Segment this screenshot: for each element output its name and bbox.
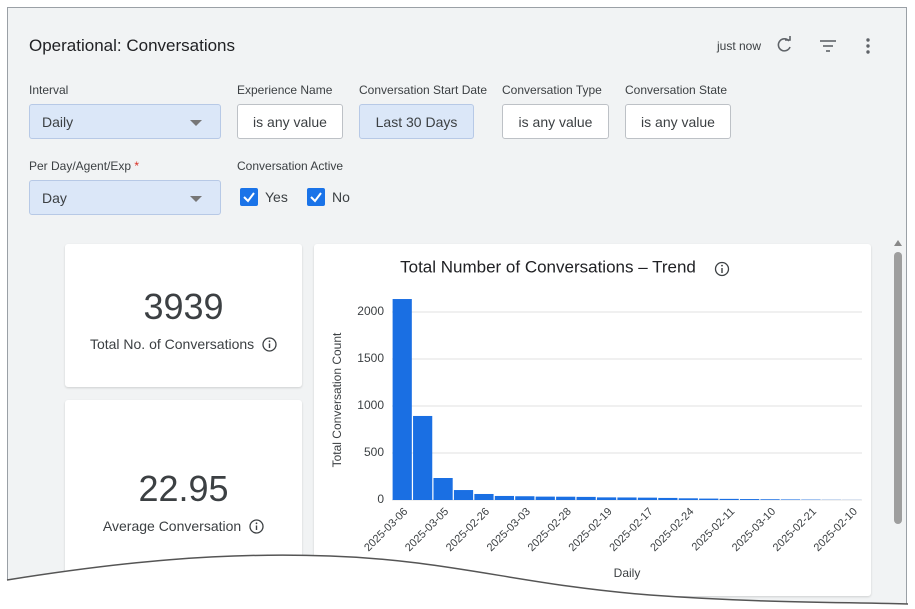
y-tick-label: 1500 <box>357 351 384 365</box>
refresh-status: just now <box>717 39 762 53</box>
caret <box>190 196 202 202</box>
dropdown-value: Day <box>42 189 67 206</box>
torn-edge <box>0 555 915 609</box>
filter-button[interactable]: is any value <box>502 104 609 139</box>
info-icon[interactable] <box>714 261 730 277</box>
filter-label: Interval <box>29 83 69 97</box>
bar <box>780 499 801 500</box>
caret <box>190 120 202 126</box>
filter-button[interactable]: is any value <box>237 104 343 139</box>
scrollbar-thumb[interactable] <box>894 252 902 524</box>
checkbox[interactable] <box>307 188 325 206</box>
filter-label: Experience Name <box>237 83 333 97</box>
torn-edge-line <box>6 554 909 605</box>
bar <box>658 497 678 500</box>
y-tick-label: 500 <box>364 445 384 459</box>
bar <box>596 497 617 500</box>
x-axis-label: Daily <box>614 566 641 580</box>
bar <box>556 496 576 500</box>
kpi-label-row: Average Conversation <box>65 518 302 534</box>
bar <box>719 498 739 500</box>
filter-label-group: Per Day/Agent/Exp * <box>29 159 139 173</box>
bar <box>392 299 412 500</box>
checkbox-label: Yes <box>265 189 288 205</box>
filter-label: Conversation State <box>625 83 728 97</box>
y-axis-label: Total Conversation Count <box>330 332 344 467</box>
filter-icon[interactable] <box>820 40 836 52</box>
bar <box>494 495 514 500</box>
y-tick-label: 2000 <box>357 304 384 318</box>
kpi-card: 3939 Total No. of Conversations <box>65 244 302 387</box>
info-icon[interactable] <box>249 519 264 534</box>
filter-value: is any value <box>253 113 327 130</box>
bar <box>740 499 760 500</box>
bar <box>453 490 474 500</box>
bar <box>535 496 555 500</box>
kpi-value: 3939 <box>143 286 224 327</box>
dropdown-value: Daily <box>42 113 74 130</box>
kpi-label-row: Total No. of Conversations <box>65 336 302 352</box>
bar <box>433 478 453 500</box>
bar <box>637 497 658 500</box>
bar <box>413 415 433 500</box>
kpi-value: 22.95 <box>138 468 229 509</box>
kpi-label: Average Conversation <box>102 518 242 534</box>
filter-label: Conversation Type <box>502 83 602 97</box>
filter-label: Conversation Active <box>237 159 344 173</box>
filter-button[interactable]: is any value <box>625 104 731 139</box>
filter-value: Last 30 Days <box>375 113 458 130</box>
more-icon[interactable] <box>866 38 870 54</box>
checkbox-label: No <box>332 189 350 205</box>
scroll-arrow[interactable] <box>894 240 902 246</box>
toolbar-icons <box>777 36 870 54</box>
y-tick-label: 1000 <box>357 398 384 412</box>
per-dropdown[interactable]: Day <box>29 180 221 215</box>
filter-value: is any value <box>641 113 715 130</box>
bar <box>576 496 596 500</box>
bar <box>617 497 637 500</box>
bar <box>678 498 698 500</box>
bar <box>474 493 494 500</box>
interval-dropdown[interactable]: Daily <box>29 104 221 139</box>
y-tick-label: 0 <box>377 492 384 506</box>
filter-button[interactable]: Last 30 Days <box>359 104 474 139</box>
required-mark: * <box>134 159 140 173</box>
checkbox[interactable] <box>240 188 258 206</box>
info-icon[interactable] <box>262 337 277 352</box>
dashboard-title: Operational: Conversations <box>29 36 236 55</box>
kpi-label: Total No. of Conversations <box>89 336 255 352</box>
bar <box>760 499 780 500</box>
bar <box>515 496 535 500</box>
refresh-icon[interactable] <box>777 36 791 52</box>
filter-value: is any value <box>518 113 593 130</box>
filter-label: Per Day/Agent/Exp <box>29 159 132 173</box>
filter-label: Conversation Start Date <box>359 83 488 97</box>
bar <box>699 498 719 500</box>
chart-title: Total Number of Conversations – Trend <box>400 257 696 276</box>
